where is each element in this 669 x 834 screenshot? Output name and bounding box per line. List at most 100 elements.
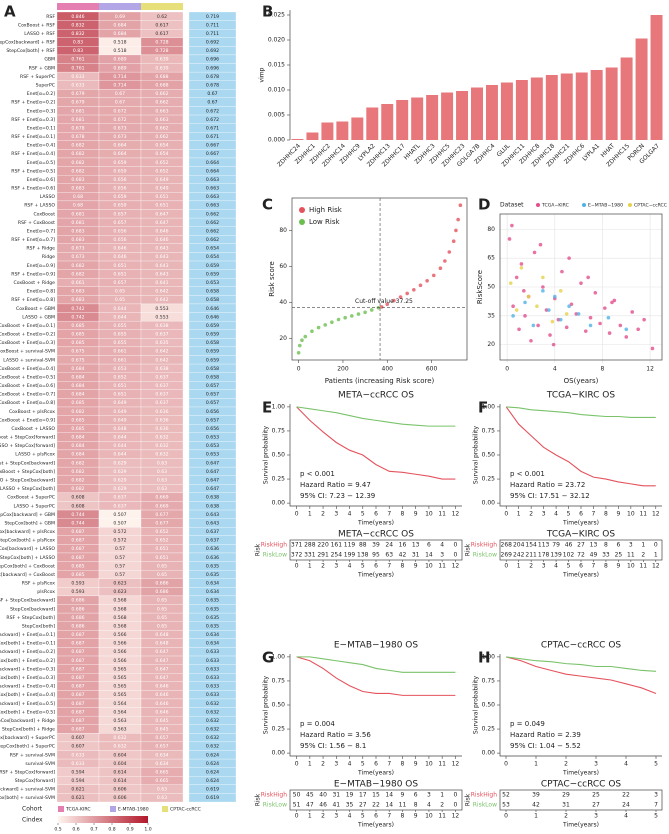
cell-value: 0.644 <box>113 452 126 458</box>
x-tick-label: 9 <box>616 511 620 518</box>
row-label: StepCox[backward] + LASSO <box>0 546 55 552</box>
cell-value: 0.636 <box>155 409 168 415</box>
point <box>336 317 341 322</box>
row-label: StepCox[backward] + survival-SVM <box>0 787 55 793</box>
row-label: StepCox[both] + plsRcox <box>0 538 55 544</box>
row-label: StepCox[both] <box>22 623 55 629</box>
y-tick-label: 0.00 <box>272 500 286 507</box>
cell-value: 0.647 <box>155 649 168 655</box>
mean-value: 0.635 <box>206 598 219 604</box>
cell-value: 0.649 <box>155 177 168 183</box>
mean-value: 0.637 <box>206 538 219 544</box>
point <box>511 304 515 309</box>
cell-value: 0.659 <box>113 168 126 174</box>
chart-title: CPTAC−ccRCC OS <box>541 641 622 651</box>
cell-value: 0.682 <box>71 271 84 277</box>
mean-value: 0.632 <box>206 718 219 724</box>
table-x-tick-label: 5 <box>361 563 365 570</box>
cell-value: 0.57 <box>115 563 125 569</box>
point <box>588 323 593 328</box>
table-x-tick-label: 6 <box>374 563 378 570</box>
row-label: StepCox[both] + Enet[α=0.1] <box>0 641 55 647</box>
cell-value: 0.686 <box>155 581 168 587</box>
point <box>612 298 617 303</box>
cell-value: 0.684 <box>71 435 84 441</box>
cell-value: 0.57 <box>115 572 125 578</box>
plot-frame <box>291 197 468 361</box>
y-tick-label: 0.75 <box>272 427 286 434</box>
mean-value: 0.647 <box>206 469 219 475</box>
cell-value: 0.677 <box>155 520 168 526</box>
table-x-tick-label: 1 <box>308 813 312 820</box>
colorbar-label: 0.9 <box>126 827 133 833</box>
cell-value: 0.637 <box>155 374 168 380</box>
at-risk-count: 51 <box>293 802 301 809</box>
cell-value: 0.617 <box>155 31 168 37</box>
x-tick-label: 0 <box>295 511 299 518</box>
mean-value: 0.67 <box>207 100 217 106</box>
mean-value: 0.633 <box>206 666 219 672</box>
mean-value: 0.624 <box>206 778 219 784</box>
cell-value: 0.688 <box>155 74 168 80</box>
cell-value: 0.632 <box>155 452 168 458</box>
mean-value: 0.667 <box>206 143 219 149</box>
at-risk-count: 9 <box>401 792 405 799</box>
plot-frame <box>499 213 663 361</box>
x-tick-label: 7 <box>592 511 596 518</box>
point <box>350 314 354 318</box>
at-risk-count: 291 <box>317 552 329 559</box>
legend-marker <box>536 203 540 207</box>
x-tick-label: 5 <box>654 761 658 768</box>
cell-value: 0.659 <box>113 194 126 200</box>
mean-value: 0.663 <box>206 177 219 183</box>
cell-value: 0.629 <box>113 477 126 483</box>
mean-value: 0.658 <box>206 374 219 380</box>
cell-value: 0.682 <box>71 460 84 466</box>
point <box>526 294 531 299</box>
row-label: Enet[α=0.6] <box>27 177 55 183</box>
cell-value: 0.633 <box>71 74 84 80</box>
cell-value: 0.649 <box>155 186 168 192</box>
point <box>392 298 396 303</box>
table-x-tick-label: 12 <box>452 563 460 570</box>
row-label: Enet[α=0.5] <box>27 160 55 166</box>
mean-value: 0.632 <box>206 709 219 715</box>
cell-value: 0.687 <box>71 727 84 733</box>
cell-value: 0.646 <box>113 246 126 252</box>
x-tick-label: 6 <box>374 511 378 518</box>
stat-label: p < 0.001 <box>300 470 335 478</box>
cell-value: 0.568 <box>113 606 126 612</box>
point <box>603 306 607 310</box>
mean-value: 0.658 <box>206 297 219 303</box>
row-label: CoxBoost + RSF <box>18 22 55 28</box>
panel-letter: E <box>262 399 272 417</box>
cell-value: 0.648 <box>155 632 168 638</box>
cell-value: 0.638 <box>155 323 168 329</box>
table-title: E−MTAB−1980 OS <box>334 780 419 790</box>
at-risk-count: 7 <box>654 802 658 809</box>
at-risk-count: 1 <box>440 792 444 799</box>
cell-value: 0.682 <box>71 143 84 149</box>
y-tick-label: 0.50 <box>272 452 286 459</box>
mean-value: 0.619 <box>206 787 219 793</box>
row-label: CoxBoost + StepCox[backward] <box>0 460 55 466</box>
at-risk-count: 211 <box>525 552 537 559</box>
y-axis-label: Survival probability <box>263 426 270 485</box>
row-label: StepCox[backward] + Enet[α=0.1] <box>0 632 55 638</box>
mean-value: 0.692 <box>206 40 219 46</box>
at-risk-count: 1 <box>654 552 658 559</box>
cell-value: 0.634 <box>155 761 168 767</box>
survival-curve <box>296 656 456 696</box>
row-label: StepCox[both] + RSF <box>6 48 55 54</box>
mean-value: 0.659 <box>206 263 219 269</box>
mean-value: 0.634 <box>206 581 219 587</box>
x-tick-label: 10 <box>425 511 433 518</box>
cell-value: 0.657 <box>155 744 168 750</box>
table-x-tick-label: 9 <box>414 813 418 820</box>
at-risk-count: 269 <box>501 552 513 559</box>
cell-value: 0.661 <box>113 349 126 355</box>
table-x-label: Time(years) <box>357 572 394 579</box>
row-label: Enet[α=0.8] <box>27 289 55 295</box>
cell-value: 0.565 <box>113 675 126 681</box>
at-risk-count: 4 <box>427 802 431 809</box>
